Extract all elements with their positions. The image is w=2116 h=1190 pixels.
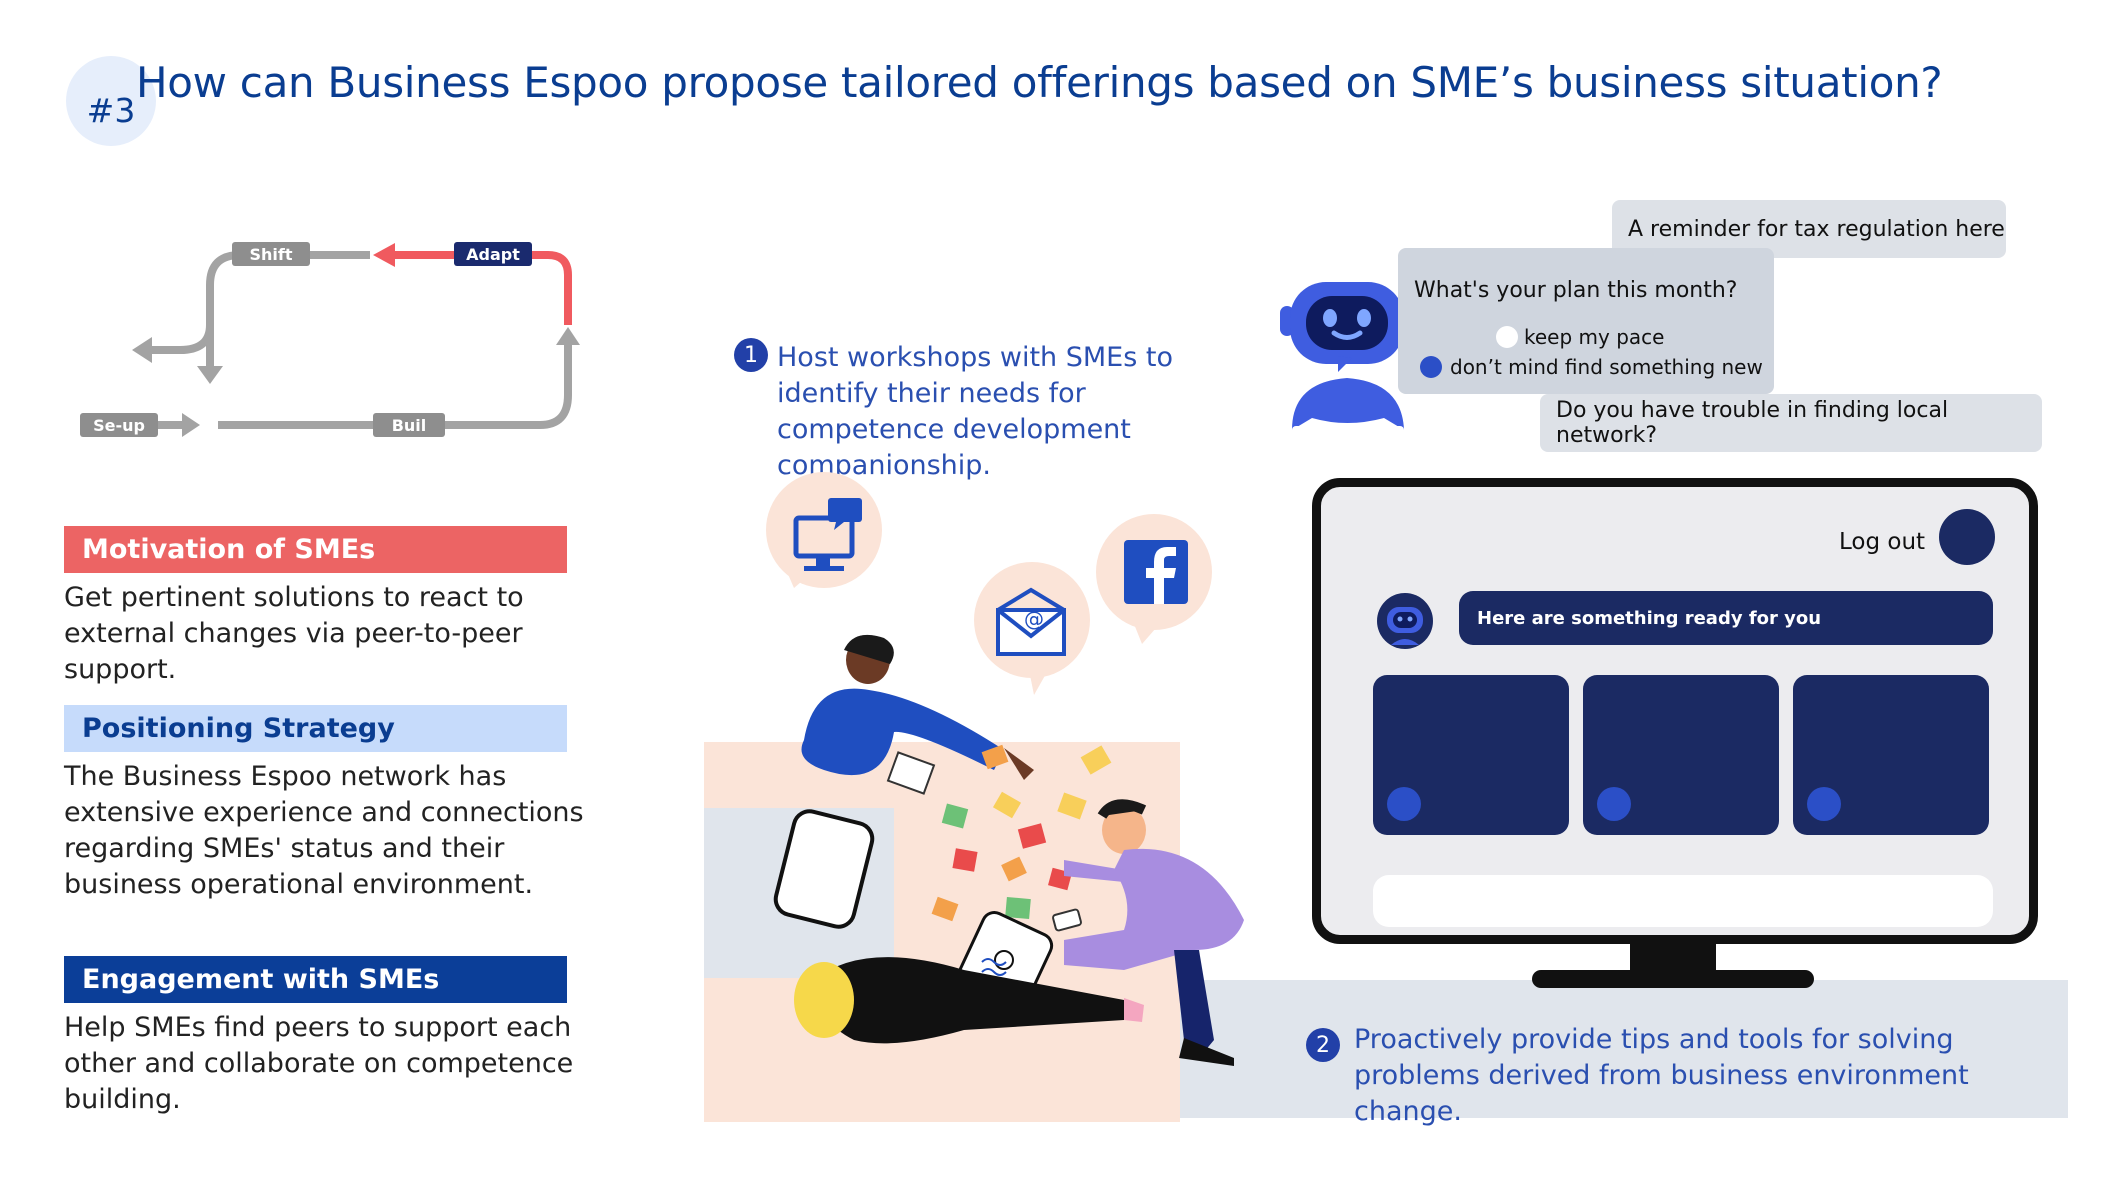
avatar[interactable] <box>1939 509 1995 565</box>
message-text: Here are something ready for you <box>1477 607 1822 629</box>
chat-question-text: What's your plan this month? <box>1414 278 1738 303</box>
flow-label-shift: Shift <box>232 242 310 266</box>
flow-arrowhead-red <box>373 243 395 267</box>
step-number-1: 1 <box>734 338 768 372</box>
monitor-stand <box>1532 970 1814 988</box>
computer-chat-icon <box>766 472 882 588</box>
section-heading-positioning: Positioning Strategy <box>64 705 567 752</box>
chat-option-keep-pace[interactable]: keep my pace <box>1496 325 1774 349</box>
message-bar: Here are something ready for you <box>1459 591 1993 645</box>
flow-arrowhead-up <box>556 327 580 345</box>
chat-option-something-new[interactable]: don’t mind find something new <box>1420 355 1774 379</box>
flow-path-shift <box>206 251 370 370</box>
offer-card[interactable] <box>1373 675 1569 835</box>
chat-bubble-question: What's your plan this month? keep my pac… <box>1398 248 1774 394</box>
flow-path-build <box>218 342 572 429</box>
number-badge: #3 <box>66 56 156 146</box>
chat-bubble-network: Do you have trouble in finding local net… <box>1540 394 2042 452</box>
step-text-2: Proactively provide tips and tools for s… <box>1354 1024 1969 1127</box>
offer-card[interactable] <box>1793 675 1989 835</box>
step-text-1: Host workshops with SMEs to identify the… <box>777 342 1173 481</box>
offer-card[interactable] <box>1583 675 1779 835</box>
section-body-engagement: Help SMEs find peers to support each oth… <box>64 1012 574 1115</box>
email-icon: @ <box>974 562 1090 695</box>
card-dot <box>1387 787 1421 821</box>
robot-icon <box>1280 282 1414 434</box>
chat-reminder-text: A reminder for tax regulation here <box>1628 216 2005 242</box>
logout-link[interactable]: Log out <box>1839 529 1926 555</box>
robot-avatar-icon <box>1377 593 1433 649</box>
section-body-positioning: The Business Espoo network has extensive… <box>64 761 584 900</box>
card-dot <box>1807 787 1841 821</box>
monitor-screen: Log out Here are something ready for you <box>1312 478 2038 944</box>
facebook-icon <box>1096 514 1212 644</box>
flow-label-adapt: Adapt <box>454 242 532 266</box>
svg-text:@: @ <box>1024 607 1044 631</box>
step-number-2: 2 <box>1306 1028 1340 1062</box>
radio-unselected-icon[interactable] <box>1496 326 1518 348</box>
workshop-illustration <box>773 634 1244 1066</box>
radio-selected-icon[interactable] <box>1420 356 1442 378</box>
flow-arrowhead-right <box>182 413 200 437</box>
flow-arrowhead-down <box>197 366 223 384</box>
flow-arrowhead-left <box>132 337 152 363</box>
flow-path-adapt <box>390 251 572 325</box>
section-heading-engagement: Engagement with SMEs <box>64 956 567 1003</box>
input-field[interactable] <box>1373 875 1993 927</box>
flow-label-setup: Se-up <box>80 413 158 437</box>
chat-network-text: Do you have trouble in finding local net… <box>1556 398 1949 448</box>
flow-path-branch <box>150 324 214 354</box>
page-title: How can Business Espoo propose tailored … <box>136 58 1943 107</box>
chat-option1-label: keep my pace <box>1524 325 1665 349</box>
card-dot <box>1597 787 1631 821</box>
chat-option2-label: don’t mind find something new <box>1450 355 1763 379</box>
flow-label-build: Buil <box>373 413 445 437</box>
section-heading-motivation: Motivation of SMEs <box>64 526 567 573</box>
section-body-motivation: Get pertinent solutions to react to exte… <box>64 582 524 685</box>
monitor-neck <box>1630 944 1716 974</box>
